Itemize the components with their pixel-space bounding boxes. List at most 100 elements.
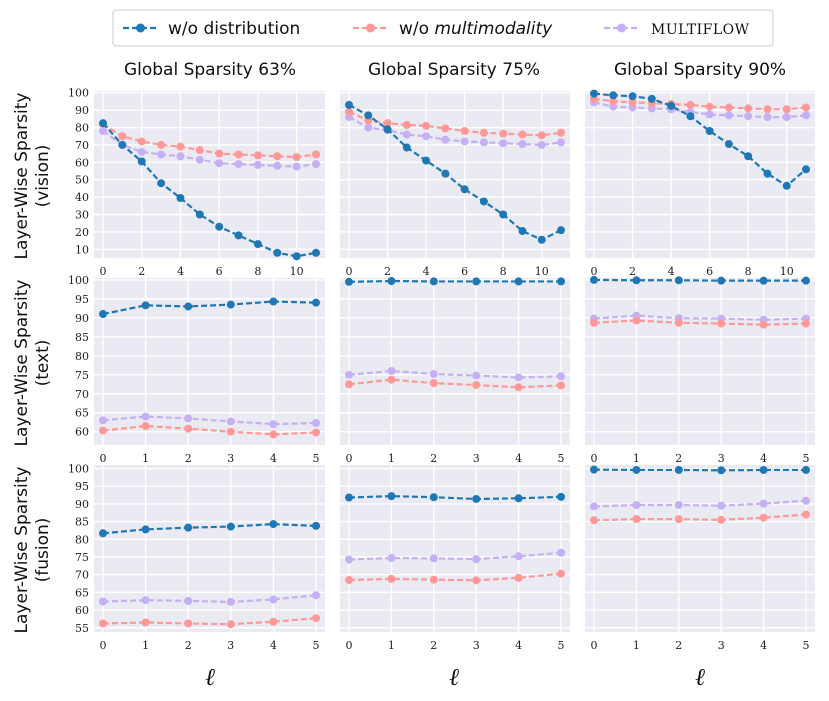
data-point-multimodality [724,103,733,112]
x-tick-label: 4 [668,265,675,278]
data-point-distribution [759,465,768,474]
data-point-distribution [759,276,768,285]
data-point-distribution [422,156,431,165]
y-tick-label: 80 [75,533,89,546]
data-point-distribution [234,231,243,240]
data-point-multiflow [184,414,193,423]
legend: w/o distribution w/o multimodality MULTI… [112,9,774,47]
y-tick-label: 90 [75,312,89,325]
x-tick-label: 5 [558,639,565,652]
data-point-multiflow [312,418,320,427]
data-point-multimodality [590,516,598,525]
data-point-distribution [705,127,714,136]
y-tick-label: 60 [75,156,89,169]
data-point-distribution [628,92,637,101]
data-point-multimodality [312,150,320,159]
x-tick-label: 4 [270,639,277,652]
data-point-distribution [195,210,204,219]
data-point-multiflow [345,555,353,564]
x-tick-label: 3 [227,452,234,465]
data-point-distribution [557,277,565,286]
data-point-multimodality [387,375,396,384]
y-tick-label: 75 [75,551,89,564]
data-point-distribution [141,301,150,310]
data-point-distribution [472,494,481,503]
data-point-multiflow [176,152,185,161]
data-point-multiflow [141,412,150,421]
data-point-multimodality [537,131,546,140]
data-point-multiflow [744,112,753,121]
data-point-multimodality [479,128,488,137]
x-tick-label: 0 [100,452,107,465]
data-point-multiflow [724,111,733,120]
y-tick-label: 95 [75,293,89,306]
y-tick-label: 30 [75,209,89,222]
data-point-distribution [345,493,353,502]
data-point-distribution [383,125,392,134]
data-point-distribution [514,494,523,503]
x-tick-label: 2 [185,452,192,465]
x-tick-label: 0 [100,265,107,278]
y-tick-label: 95 [75,480,89,493]
data-point-distribution [632,276,641,285]
column-title-63: Global Sparsity 63% [124,60,296,80]
data-point-multiflow [441,135,450,144]
data-point-multimodality [422,121,431,130]
panel-background [340,465,570,632]
panel-background [585,91,815,258]
data-point-distribution [312,298,320,307]
panel-r2-c1: 0 1 2 3 4 5 [340,465,570,652]
data-point-distribution [387,277,396,286]
data-point-multimodality [802,510,810,519]
data-point-multimodality [472,576,481,585]
xlabel-col-1: ℓ [449,663,459,691]
data-point-multiflow [422,132,431,141]
data-point-multiflow [99,597,107,606]
y-tick-label: 100 [68,463,89,476]
data-point-distribution [499,210,508,219]
legend-label-multiflow: MULTIFLOW [651,22,750,38]
data-point-distribution [674,276,683,285]
y-tick-label: 80 [75,122,89,135]
data-point-multiflow [269,595,278,604]
data-point-multimodality [226,620,235,629]
data-point-multiflow [234,160,243,169]
data-point-multimodality [744,104,753,113]
data-point-distribution [429,493,438,502]
data-point-multimodality [472,381,481,390]
row-label-text: Layer-Wise Sparsity (text) [12,280,53,447]
data-point-distribution [686,112,695,121]
data-point-distribution [647,94,656,103]
data-point-distribution [157,179,166,188]
panel-r1-c0: 60 65 70 75 80 85 90 95 100 0 1 2 3 4 5 [68,274,325,465]
data-point-distribution [429,277,438,286]
x-tick-label: 10 [535,265,549,278]
data-point-multimodality [632,515,641,524]
data-point-multimodality [345,107,353,116]
data-point-multimodality [609,97,618,106]
series-line-multiflow [348,551,562,561]
data-point-multimodality [141,422,150,431]
panel-background [585,465,815,632]
x-tick-label: 4 [177,265,184,278]
data-point-multimodality [518,130,527,139]
row-label-text-line1: Layer-Wise Sparsity [12,280,32,447]
xlabel-col-2: ℓ [695,663,705,691]
series-line-distribution [593,468,806,472]
x-tick-label: 5 [313,639,320,652]
data-point-multiflow [99,416,107,425]
data-point-distribution [364,111,373,120]
y-tick-label: 70 [75,388,89,401]
data-point-multiflow [537,140,546,149]
data-point-multiflow [674,500,683,509]
data-point-distribution [226,522,235,531]
data-point-multimodality [269,617,278,626]
data-point-multimodality [514,383,523,392]
data-point-multimodality [763,105,772,114]
data-point-distribution [514,277,523,286]
x-tick-label: 0 [346,452,353,465]
data-point-distribution [345,100,353,109]
y-tick-label: 50 [75,174,89,187]
row-label-fusion: Layer-Wise Sparsity (fusion) [12,467,53,634]
